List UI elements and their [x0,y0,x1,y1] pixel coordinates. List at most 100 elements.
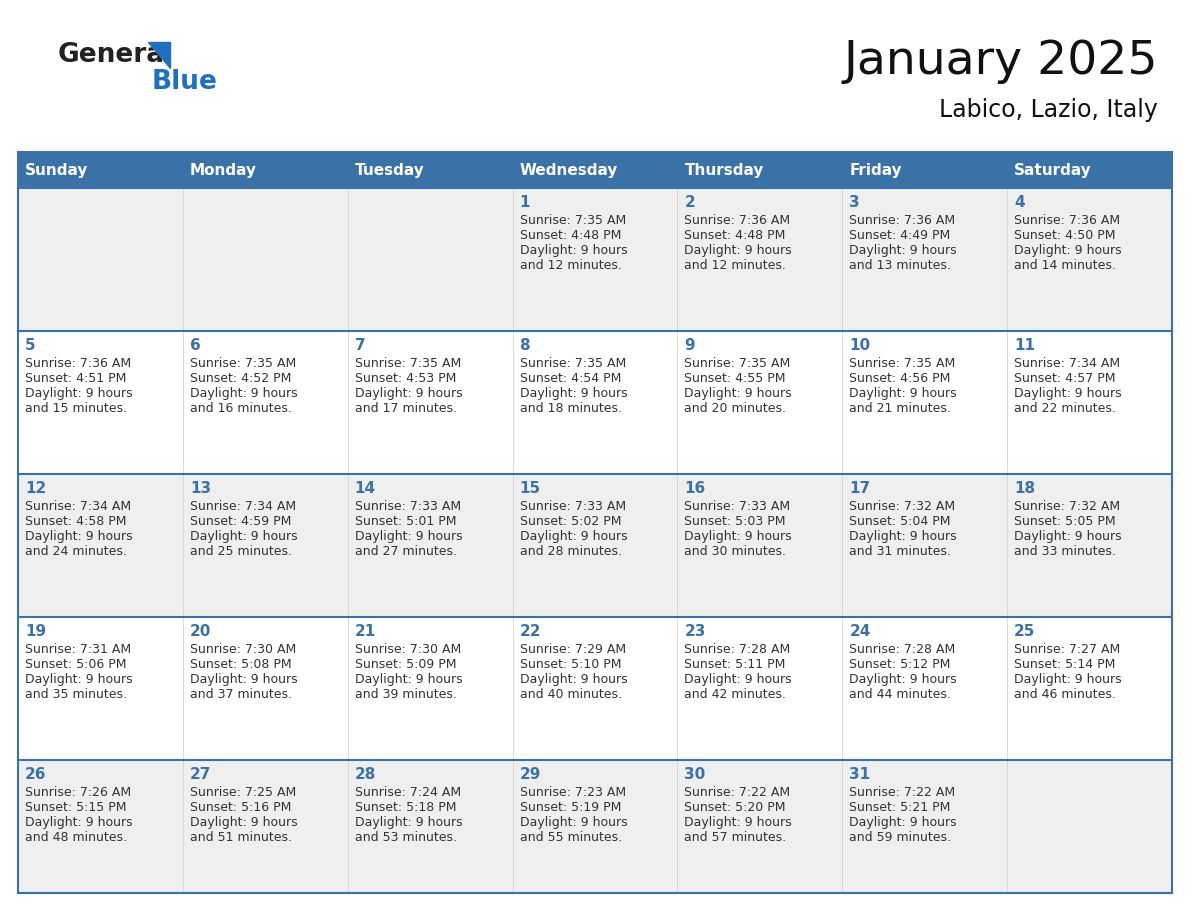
Text: 8: 8 [519,338,530,353]
Text: Daylight: 9 hours: Daylight: 9 hours [1015,387,1121,400]
Text: Sunrise: 7:35 AM: Sunrise: 7:35 AM [684,357,791,370]
Text: and 33 minutes.: and 33 minutes. [1015,545,1116,558]
Text: and 28 minutes.: and 28 minutes. [519,545,621,558]
Text: Sunset: 4:54 PM: Sunset: 4:54 PM [519,372,621,385]
Text: Saturday: Saturday [1015,162,1092,177]
Text: January 2025: January 2025 [843,39,1158,84]
Text: Sunrise: 7:35 AM: Sunrise: 7:35 AM [519,214,626,227]
Text: and 59 minutes.: and 59 minutes. [849,831,952,844]
Text: Sunrise: 7:30 AM: Sunrise: 7:30 AM [355,643,461,656]
Text: and 12 minutes.: and 12 minutes. [684,259,786,272]
Text: Sunrise: 7:33 AM: Sunrise: 7:33 AM [355,500,461,513]
Text: 7: 7 [355,338,366,353]
Text: Sunset: 5:16 PM: Sunset: 5:16 PM [190,801,291,814]
Text: Sunset: 4:48 PM: Sunset: 4:48 PM [519,229,621,242]
Text: Sunrise: 7:32 AM: Sunrise: 7:32 AM [1015,500,1120,513]
Text: Sunrise: 7:36 AM: Sunrise: 7:36 AM [25,357,131,370]
Text: Daylight: 9 hours: Daylight: 9 hours [849,673,956,686]
Text: 15: 15 [519,481,541,496]
Text: 20: 20 [190,624,211,639]
Bar [18,152,1173,893]
Text: Sunset: 5:02 PM: Sunset: 5:02 PM [519,515,621,528]
Text: Daylight: 9 hours: Daylight: 9 hours [684,387,792,400]
Text: Daylight: 9 hours: Daylight: 9 hours [519,673,627,686]
Text: Daylight: 9 hours: Daylight: 9 hours [355,816,462,829]
Text: Blue: Blue [152,69,217,95]
Text: Sunset: 5:18 PM: Sunset: 5:18 PM [355,801,456,814]
Bar [348,152,512,188]
Text: Sunrise: 7:34 AM: Sunrise: 7:34 AM [190,500,296,513]
Text: and 24 minutes.: and 24 minutes. [25,545,127,558]
Text: and 21 minutes.: and 21 minutes. [849,402,952,415]
Text: Sunrise: 7:28 AM: Sunrise: 7:28 AM [849,643,955,656]
Text: Sunrise: 7:28 AM: Sunrise: 7:28 AM [684,643,791,656]
Text: 14: 14 [355,481,375,496]
Text: 16: 16 [684,481,706,496]
Bar [842,152,1007,188]
Text: Daylight: 9 hours: Daylight: 9 hours [25,530,133,543]
Text: Sunrise: 7:36 AM: Sunrise: 7:36 AM [849,214,955,227]
Text: Sunday: Sunday [25,162,88,177]
Text: 30: 30 [684,767,706,782]
Text: Sunset: 5:01 PM: Sunset: 5:01 PM [355,515,456,528]
Text: Daylight: 9 hours: Daylight: 9 hours [519,816,627,829]
Text: Sunrise: 7:24 AM: Sunrise: 7:24 AM [355,786,461,799]
Text: and 57 minutes.: and 57 minutes. [684,831,786,844]
Text: 26: 26 [25,767,46,782]
Text: Sunrise: 7:25 AM: Sunrise: 7:25 AM [190,786,296,799]
Text: Sunset: 5:09 PM: Sunset: 5:09 PM [355,658,456,671]
Text: 3: 3 [849,195,860,210]
Text: 10: 10 [849,338,871,353]
Text: Wednesday: Wednesday [519,162,618,177]
Text: Daylight: 9 hours: Daylight: 9 hours [519,530,627,543]
Text: Sunset: 4:51 PM: Sunset: 4:51 PM [25,372,126,385]
Text: and 44 minutes.: and 44 minutes. [849,688,952,701]
Text: Sunset: 4:55 PM: Sunset: 4:55 PM [684,372,786,385]
Text: Sunset: 5:10 PM: Sunset: 5:10 PM [519,658,621,671]
Text: Thursday: Thursday [684,162,764,177]
Text: 4: 4 [1015,195,1025,210]
Text: 17: 17 [849,481,871,496]
Text: 29: 29 [519,767,541,782]
Text: Sunrise: 7:32 AM: Sunrise: 7:32 AM [849,500,955,513]
Text: Sunset: 4:56 PM: Sunset: 4:56 PM [849,372,950,385]
Text: Sunset: 4:49 PM: Sunset: 4:49 PM [849,229,950,242]
Text: Sunset: 5:12 PM: Sunset: 5:12 PM [849,658,950,671]
Text: and 51 minutes.: and 51 minutes. [190,831,292,844]
Text: Sunset: 5:20 PM: Sunset: 5:20 PM [684,801,786,814]
Bar [512,152,677,188]
Text: Sunset: 5:06 PM: Sunset: 5:06 PM [25,658,126,671]
Text: and 31 minutes.: and 31 minutes. [849,545,952,558]
Text: and 16 minutes.: and 16 minutes. [190,402,292,415]
Text: Sunrise: 7:31 AM: Sunrise: 7:31 AM [25,643,131,656]
Text: and 40 minutes.: and 40 minutes. [519,688,621,701]
Text: 1: 1 [519,195,530,210]
Text: and 15 minutes.: and 15 minutes. [25,402,127,415]
Text: Daylight: 9 hours: Daylight: 9 hours [25,387,133,400]
Text: 19: 19 [25,624,46,639]
Text: and 42 minutes.: and 42 minutes. [684,688,786,701]
Text: Sunset: 4:59 PM: Sunset: 4:59 PM [190,515,291,528]
Text: Daylight: 9 hours: Daylight: 9 hours [190,673,297,686]
Text: and 48 minutes.: and 48 minutes. [25,831,127,844]
Text: 24: 24 [849,624,871,639]
Text: Sunset: 4:57 PM: Sunset: 4:57 PM [1015,372,1116,385]
Bar [18,152,183,188]
Text: Daylight: 9 hours: Daylight: 9 hours [519,244,627,257]
Text: and 14 minutes.: and 14 minutes. [1015,259,1116,272]
Text: 27: 27 [190,767,211,782]
Text: and 18 minutes.: and 18 minutes. [519,402,621,415]
Text: Sunrise: 7:27 AM: Sunrise: 7:27 AM [1015,643,1120,656]
Text: 11: 11 [1015,338,1035,353]
Text: 9: 9 [684,338,695,353]
Text: Sunset: 4:50 PM: Sunset: 4:50 PM [1015,229,1116,242]
Text: Daylight: 9 hours: Daylight: 9 hours [190,816,297,829]
Text: Daylight: 9 hours: Daylight: 9 hours [849,244,956,257]
Text: Daylight: 9 hours: Daylight: 9 hours [684,530,792,543]
Bar [1007,152,1173,188]
Bar [183,152,348,188]
Text: and 12 minutes.: and 12 minutes. [519,259,621,272]
Text: Sunrise: 7:29 AM: Sunrise: 7:29 AM [519,643,626,656]
Text: and 17 minutes.: and 17 minutes. [355,402,456,415]
Text: 21: 21 [355,624,375,639]
